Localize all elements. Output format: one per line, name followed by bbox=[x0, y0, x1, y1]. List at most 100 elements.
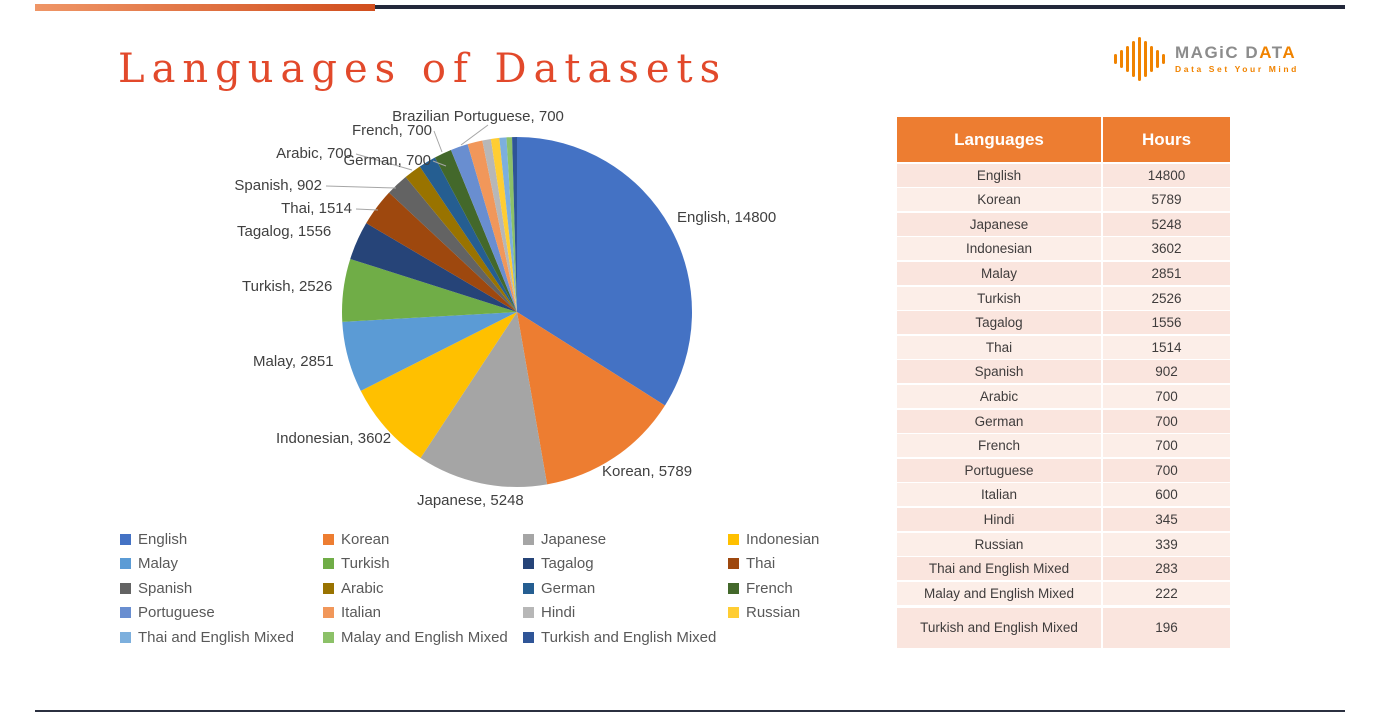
pie-slice-malay-and-english-mixed bbox=[506, 137, 517, 312]
brand-data-letter: D bbox=[1245, 43, 1260, 62]
table-row: Spanish 902 bbox=[897, 360, 1230, 384]
brand-data-letter: A bbox=[1259, 43, 1272, 62]
pie-slice-arabic bbox=[405, 166, 517, 312]
pie-slice-korean bbox=[517, 312, 665, 485]
pie-data-label: Japanese, 5248 bbox=[417, 492, 524, 509]
hours-cell: 5248 bbox=[1151, 216, 1182, 232]
table-row: Turkish 2526 bbox=[897, 286, 1230, 310]
table-row: Tagalog 1556 bbox=[897, 311, 1230, 335]
legend-item: Japanese bbox=[523, 527, 728, 552]
legend-label: Turkish and English Mixed bbox=[541, 628, 717, 646]
table-row: Thai 1514 bbox=[897, 335, 1230, 359]
brand-magic: MAGiC bbox=[1175, 43, 1240, 62]
pie-data-label: Arabic, 700 bbox=[276, 145, 352, 162]
hours-cell: 700 bbox=[1155, 462, 1178, 478]
hours-cell: 5789 bbox=[1151, 192, 1182, 208]
table-row: German 700 bbox=[897, 409, 1230, 433]
legend-swatch bbox=[728, 607, 739, 619]
language-cell: Tagalog bbox=[897, 311, 1103, 335]
hours-cell: 2526 bbox=[1151, 290, 1182, 306]
language-cell: Turkish bbox=[897, 286, 1103, 310]
callout-leader-line bbox=[433, 130, 443, 153]
brand-data-letter: A bbox=[1282, 43, 1297, 62]
language-cell: Thai and English Mixed bbox=[897, 557, 1103, 581]
pie-slice-french bbox=[434, 149, 517, 312]
pie-slice-japanese bbox=[420, 312, 548, 488]
legend-swatch bbox=[120, 582, 131, 594]
hours-cell: 345 bbox=[1155, 511, 1178, 527]
legend-swatch bbox=[120, 558, 131, 570]
legend-item: Hindi bbox=[523, 601, 728, 626]
pie-slice-thai bbox=[366, 192, 517, 312]
language-cell: English bbox=[897, 163, 1103, 187]
callout-leader-line bbox=[355, 153, 413, 171]
legend-label: Portuguese bbox=[138, 604, 215, 622]
language-cell: Japanese bbox=[897, 212, 1103, 236]
table-row: Italian 600 bbox=[897, 483, 1230, 507]
legend-label: Indonesian bbox=[746, 530, 820, 548]
brand-data-letter: T bbox=[1271, 43, 1283, 62]
table-header-hours: Hours bbox=[1141, 129, 1192, 149]
hours-cell: 600 bbox=[1155, 487, 1178, 503]
legend-item: Portuguese bbox=[120, 601, 323, 626]
legend-label: Thai and English Mixed bbox=[138, 628, 294, 646]
legend-swatch bbox=[523, 607, 534, 619]
legend-label: Thai bbox=[746, 555, 776, 573]
legend-item: Thai and English Mixed bbox=[120, 625, 323, 650]
legend-label: Malay and English Mixed bbox=[341, 628, 508, 646]
language-cell: Arabic bbox=[897, 384, 1103, 408]
pie-slice-german bbox=[419, 157, 517, 312]
pie-slice-tagalog bbox=[350, 223, 517, 312]
legend-label: French bbox=[746, 579, 793, 597]
language-cell: French bbox=[897, 434, 1103, 458]
language-cell: Thai bbox=[897, 335, 1103, 359]
table-header-row: Languages Hours bbox=[897, 117, 1230, 162]
legend-label: Tagalog bbox=[541, 555, 594, 573]
pie-data-label: Malay, 2851 bbox=[253, 353, 334, 370]
legend-item: Italian bbox=[323, 601, 523, 626]
legend-swatch bbox=[523, 631, 534, 643]
legend-item: French bbox=[728, 576, 840, 601]
pie-chart: English, 14800 Korean, 5789 Japanese, 5248… bbox=[120, 100, 830, 520]
hours-cell: 222 bbox=[1155, 585, 1178, 601]
pie-slice-turkish-and-english-mixed bbox=[512, 137, 517, 312]
table-row: Turkish and English Mixed 196 bbox=[897, 607, 1230, 648]
callout-leader-line bbox=[432, 160, 447, 167]
table-row: English 14800 bbox=[897, 163, 1230, 187]
legend-swatch bbox=[728, 558, 739, 570]
language-cell: Italian bbox=[897, 483, 1103, 507]
legend-label: Malay bbox=[138, 555, 179, 573]
table-row: Indonesian 3602 bbox=[897, 237, 1230, 261]
pie-data-label: Spanish, 902 bbox=[234, 177, 322, 194]
brand-logo: MAGiC DATA Data Set Your Mind bbox=[1112, 36, 1299, 82]
hours-cell: 1514 bbox=[1151, 339, 1182, 355]
legend-swatch bbox=[323, 582, 334, 594]
pie-data-label: Thai, 1514 bbox=[281, 200, 352, 217]
legend-item: Spanish bbox=[120, 576, 323, 601]
pie-slice-malay bbox=[342, 312, 517, 391]
table-row: Portuguese 700 bbox=[897, 458, 1230, 482]
legend-swatch bbox=[523, 582, 534, 594]
legend-swatch bbox=[523, 558, 534, 570]
language-cell: Malay bbox=[897, 261, 1103, 285]
bottom-divider bbox=[35, 710, 1345, 712]
legend-swatch bbox=[120, 631, 131, 643]
pie-data-label: French, 700 bbox=[352, 122, 432, 139]
hours-cell: 196 bbox=[1155, 620, 1178, 636]
pie-slice-russian bbox=[490, 137, 517, 312]
legend-swatch bbox=[323, 607, 334, 619]
table-body: English 14800 Korean 5789 Japanese 5248 Indone… bbox=[897, 163, 1230, 648]
table-row: Russian 339 bbox=[897, 532, 1230, 556]
legend-swatch bbox=[323, 558, 334, 570]
language-cell: Malay and English Mixed bbox=[897, 581, 1103, 605]
legend-item: Tagalog bbox=[523, 552, 728, 577]
hours-cell: 283 bbox=[1155, 561, 1178, 577]
callout-leader-line bbox=[460, 124, 489, 146]
top-divider-orange-segment bbox=[35, 4, 375, 11]
legend-label: Hindi bbox=[541, 604, 576, 622]
legend-label: Turkish bbox=[341, 555, 390, 573]
legend-item: German bbox=[523, 576, 728, 601]
pie-slice-thai-and-english-mixed bbox=[499, 137, 517, 312]
legend-item: Russian bbox=[728, 601, 840, 626]
hours-table: Languages Hours English 14800 Korean 5789 Ja… bbox=[897, 117, 1230, 648]
